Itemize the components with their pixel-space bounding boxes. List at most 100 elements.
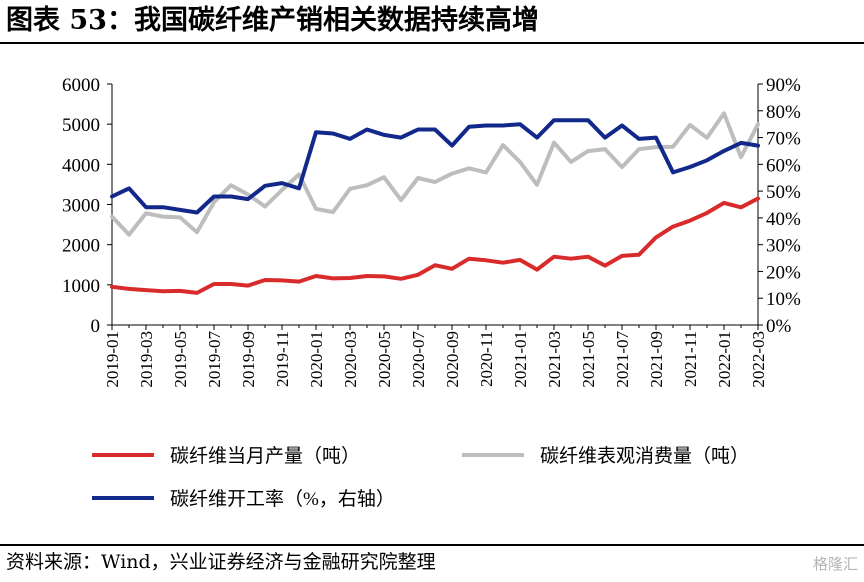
right-y-tick-label: 50% — [766, 182, 801, 203]
left-y-tick-label: 3000 — [62, 196, 100, 217]
source-divider — [0, 544, 864, 546]
data-point-utilization — [110, 194, 114, 198]
data-point-consumption — [348, 187, 352, 191]
data-point-consumption — [331, 210, 335, 214]
data-point-consumption — [671, 144, 675, 148]
data-point-production — [671, 224, 675, 228]
data-point-production — [688, 218, 692, 222]
data-point-production — [212, 282, 216, 286]
x-tick-label: 2021-07 — [613, 331, 632, 388]
data-point-production — [603, 263, 607, 267]
data-point-consumption — [688, 123, 692, 127]
data-point-consumption — [433, 180, 437, 184]
right-y-tick-label: 20% — [766, 262, 801, 283]
data-point-utilization — [229, 194, 233, 198]
data-point-consumption — [110, 214, 114, 218]
data-point-production — [195, 291, 199, 295]
data-point-consumption — [382, 175, 386, 179]
data-point-consumption — [144, 211, 148, 215]
data-point-utilization — [620, 123, 624, 127]
data-point-utilization — [603, 135, 607, 139]
x-tick-label: 2020-01 — [307, 331, 326, 388]
watermark: 格隆汇 — [812, 555, 858, 573]
data-point-utilization — [654, 135, 658, 139]
data-point-utilization — [297, 186, 301, 190]
data-point-utilization — [450, 143, 454, 147]
data-point-utilization — [399, 135, 403, 139]
right-y-tick-label: 80% — [766, 102, 801, 123]
left-y-tick-label: 2000 — [62, 236, 100, 257]
data-point-production — [705, 211, 709, 215]
x-tick-label: 2021-03 — [545, 331, 564, 388]
data-point-consumption — [654, 145, 658, 149]
data-point-production — [433, 263, 437, 267]
right-y-tick-label: 90% — [766, 75, 801, 96]
data-point-consumption — [365, 183, 369, 187]
data-point-consumption — [450, 171, 454, 175]
data-point-production — [467, 257, 471, 261]
data-point-consumption — [552, 140, 556, 144]
left-y-tick-label: 1000 — [62, 276, 100, 297]
x-tick-label: 2022-01 — [715, 331, 734, 388]
x-tick-label: 2020-05 — [375, 331, 394, 388]
data-point-consumption — [569, 160, 573, 164]
data-point-production — [280, 278, 284, 282]
data-point-consumption — [620, 165, 624, 169]
data-point-utilization — [195, 210, 199, 214]
data-point-production — [229, 282, 233, 286]
data-point-utilization — [739, 141, 743, 145]
title-divider — [0, 42, 864, 44]
series-line-utilization — [110, 118, 760, 215]
data-point-consumption — [127, 232, 131, 236]
data-point-production — [263, 278, 267, 282]
data-point-utilization — [484, 123, 488, 127]
data-point-utilization — [263, 184, 267, 188]
data-point-production — [127, 287, 131, 291]
data-point-utilization — [161, 205, 165, 209]
data-point-utilization — [637, 137, 641, 141]
data-point-consumption — [314, 207, 318, 211]
x-tick-label: 2020-03 — [341, 331, 360, 388]
figure-title: 图表 53：我国碳纤维产销相关数据持续高增 — [6, 5, 539, 36]
data-point-production — [501, 261, 505, 265]
data-point-production — [756, 196, 760, 200]
data-point-utilization — [688, 165, 692, 169]
left-y-tick-label: 6000 — [62, 75, 100, 96]
data-point-utilization — [348, 137, 352, 141]
data-point-consumption — [603, 147, 607, 151]
data-point-production — [110, 285, 114, 289]
data-point-consumption — [518, 160, 522, 164]
data-point-production — [297, 279, 301, 283]
data-point-consumption — [637, 147, 641, 151]
data-point-consumption — [756, 122, 760, 126]
data-point-utilization — [586, 118, 590, 122]
data-point-production — [484, 258, 488, 262]
right-y-tick-label: 0% — [766, 316, 792, 337]
right-y-tick-label: 40% — [766, 209, 801, 230]
data-point-consumption — [705, 136, 709, 140]
data-point-utilization — [416, 127, 420, 131]
data-point-consumption — [467, 166, 471, 170]
data-point-utilization — [280, 181, 284, 185]
x-tick-label: 2019-03 — [137, 331, 156, 388]
x-tick-label: 2021-09 — [647, 331, 666, 388]
data-point-consumption — [178, 215, 182, 219]
x-tick-label: 2020-07 — [409, 331, 428, 388]
right-y-tick-label: 70% — [766, 129, 801, 150]
left-y-tick-label: 5000 — [62, 115, 100, 136]
data-point-consumption — [263, 204, 267, 208]
data-point-production — [450, 267, 454, 271]
chart-legend: 碳纤维当月产量（吨） 碳纤维表观消费量（吨） 碳纤维开工率（%，右轴） — [92, 445, 749, 510]
data-point-production — [637, 253, 641, 257]
data-point-production — [586, 255, 590, 259]
right-y-tick-label: 60% — [766, 155, 801, 176]
x-tick-label: 2019-11 — [273, 331, 292, 387]
data-point-consumption — [297, 172, 301, 176]
data-point-production — [178, 289, 182, 293]
series-line-production — [110, 196, 760, 295]
data-point-utilization — [552, 118, 556, 122]
data-point-production — [722, 201, 726, 205]
data-point-consumption — [484, 170, 488, 174]
right-y-tick-label: 30% — [766, 236, 801, 257]
data-point-production — [535, 267, 539, 271]
